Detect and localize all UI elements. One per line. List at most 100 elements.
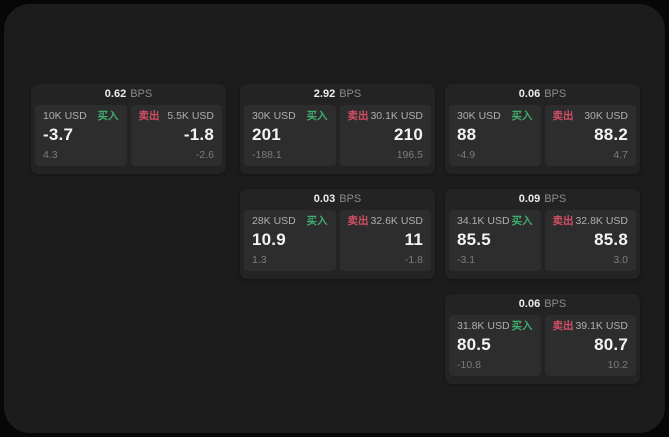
buy-notional: 31.8K USD [457,320,510,332]
bps-header: 0.06 BPS [449,294,636,315]
sell-change: -2.6 [195,149,214,161]
buy-panel[interactable]: 31.8K USD 买入 80.5 -10.8 [449,315,541,376]
sell-panel-top: 卖出 30K USD [553,110,629,123]
sell-label: 卖出 [347,215,369,227]
sell-panel[interactable]: 卖出 30.1K USD 210 196.5 [339,105,431,166]
sell-notional: 5.5K USD [167,110,214,122]
buy-price: 85.5 [457,230,491,249]
buy-panel-top: 28K USD 买入 [252,215,328,228]
bps-value: 0.06 [518,298,541,310]
buy-label: 买入 [511,110,533,122]
buy-label: 买入 [511,320,533,332]
buy-price: 201 [252,125,281,144]
buy-change: 4.3 [43,149,58,161]
buy-panel-top: 30K USD 买入 [252,110,328,123]
buy-panel-top: 34.1K USD 买入 [457,215,533,228]
quote-panels: 28K USD 买入 10.9 1.3 卖出 32.6K USD 11 -1.8 [244,210,431,271]
buy-panel[interactable]: 28K USD 买入 10.9 1.3 [244,210,336,271]
buy-panel[interactable]: 30K USD 买入 201 -188.1 [244,105,336,166]
sell-panel-top: 卖出 32.6K USD [348,215,424,228]
sell-panel[interactable]: 卖出 39.1K USD 80.7 10.2 [544,315,636,376]
buy-change: -10.8 [457,359,481,371]
quote-card: 0.06 BPS 31.8K USD 买入 80.5 -10.8 卖出 39.1… [445,294,640,384]
bps-value: 0.09 [518,193,541,205]
sell-panel[interactable]: 卖出 30K USD 88.2 4.7 [544,105,636,166]
bps-header: 0.03 BPS [244,189,431,210]
sell-notional: 39.1K USD [575,320,628,332]
buy-notional: 30K USD [457,110,501,122]
quote-panels: 30K USD 买入 201 -188.1 卖出 30.1K USD 210 1… [244,105,431,166]
bps-header: 0.09 BPS [449,189,636,210]
sell-label: 卖出 [552,110,574,122]
buy-panel[interactable]: 30K USD 买入 88 -4.9 [449,105,541,166]
sell-price: 88.2 [594,125,628,144]
sell-change: 10.2 [607,359,628,371]
buy-label: 买入 [306,215,328,227]
sell-label: 卖出 [347,110,369,122]
quote-card: 0.09 BPS 34.1K USD 买入 85.5 -3.1 卖出 32.8K… [445,189,640,279]
quote-panels: 34.1K USD 买入 85.5 -3.1 卖出 32.8K USD 85.8… [449,210,636,271]
buy-panel-top: 10K USD 买入 [43,110,119,123]
sell-price: 11 [404,230,423,249]
buy-panel[interactable]: 10K USD 买入 -3.7 4.3 [35,105,127,166]
sell-panel-top: 卖出 5.5K USD [139,110,215,123]
buy-panel-top: 31.8K USD 买入 [457,320,533,333]
sell-price: 85.8 [594,230,628,249]
buy-change: -188.1 [252,149,282,161]
buy-notional: 30K USD [252,110,296,122]
sell-panel-top: 卖出 32.8K USD [553,215,629,228]
bps-unit: BPS [339,193,362,205]
bps-header: 0.06 BPS [449,84,636,105]
quote-panels: 31.8K USD 买入 80.5 -10.8 卖出 39.1K USD 80.… [449,315,636,376]
bps-unit: BPS [339,88,362,100]
sell-change: -1.8 [404,254,423,266]
bps-value: 0.06 [518,88,541,100]
buy-panel-top: 30K USD 买入 [457,110,533,123]
bps-unit: BPS [544,88,567,100]
sell-label: 卖出 [138,110,160,122]
quote-panels: 30K USD 买入 88 -4.9 卖出 30K USD 88.2 4.7 [449,105,636,166]
sell-notional: 30.1K USD [370,110,423,122]
sell-price: 80.7 [594,335,628,354]
buy-change: -3.1 [457,254,476,266]
buy-price: 10.9 [252,230,286,249]
sell-panel-top: 卖出 30.1K USD [348,110,424,123]
sell-panel[interactable]: 卖出 5.5K USD -1.8 -2.6 [130,105,222,166]
bps-value: 0.62 [104,88,127,100]
buy-notional: 34.1K USD [457,215,510,227]
bps-header: 2.92 BPS [244,84,431,105]
sell-change: 4.7 [613,149,628,161]
buy-label: 买入 [511,215,533,227]
buy-price: 80.5 [457,335,491,354]
sell-change: 3.0 [613,254,628,266]
buy-price: -3.7 [43,125,74,144]
sell-change: 196.5 [396,149,423,161]
buy-change: 1.3 [252,254,267,266]
buy-label: 买入 [306,110,328,122]
buy-label: 买入 [97,110,119,122]
sell-notional: 32.6K USD [370,215,423,227]
sell-label: 卖出 [552,215,574,227]
quote-card: 0.03 BPS 28K USD 买入 10.9 1.3 卖出 32.6K US… [240,189,435,279]
sell-panel[interactable]: 卖出 32.6K USD 11 -1.8 [339,210,431,271]
bps-header: 0.62 BPS [35,84,222,105]
quote-card: 0.06 BPS 30K USD 买入 88 -4.9 卖出 30K USD 8… [445,84,640,174]
sell-price: 210 [394,125,423,144]
bps-unit: BPS [130,88,153,100]
buy-notional: 10K USD [43,110,87,122]
buy-panel[interactable]: 34.1K USD 买入 85.5 -3.1 [449,210,541,271]
sell-notional: 32.8K USD [575,215,628,227]
buy-price: 88 [457,125,477,144]
sell-panel[interactable]: 卖出 32.8K USD 85.8 3.0 [544,210,636,271]
bps-value: 2.92 [313,88,336,100]
buy-notional: 28K USD [252,215,296,227]
sell-notional: 30K USD [584,110,628,122]
quote-panels: 10K USD 买入 -3.7 4.3 卖出 5.5K USD -1.8 -2.… [35,105,222,166]
quote-card: 2.92 BPS 30K USD 买入 201 -188.1 卖出 30.1K … [240,84,435,174]
sell-price: -1.8 [183,125,214,144]
quote-card: 0.62 BPS 10K USD 买入 -3.7 4.3 卖出 5.5K USD… [31,84,226,174]
bps-unit: BPS [544,298,567,310]
bps-unit: BPS [544,193,567,205]
buy-change: -4.9 [457,149,476,161]
